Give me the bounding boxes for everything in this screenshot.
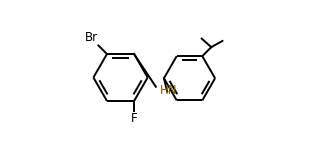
Text: HN: HN [160, 84, 178, 97]
Text: Br: Br [85, 31, 98, 44]
Text: F: F [131, 112, 137, 125]
